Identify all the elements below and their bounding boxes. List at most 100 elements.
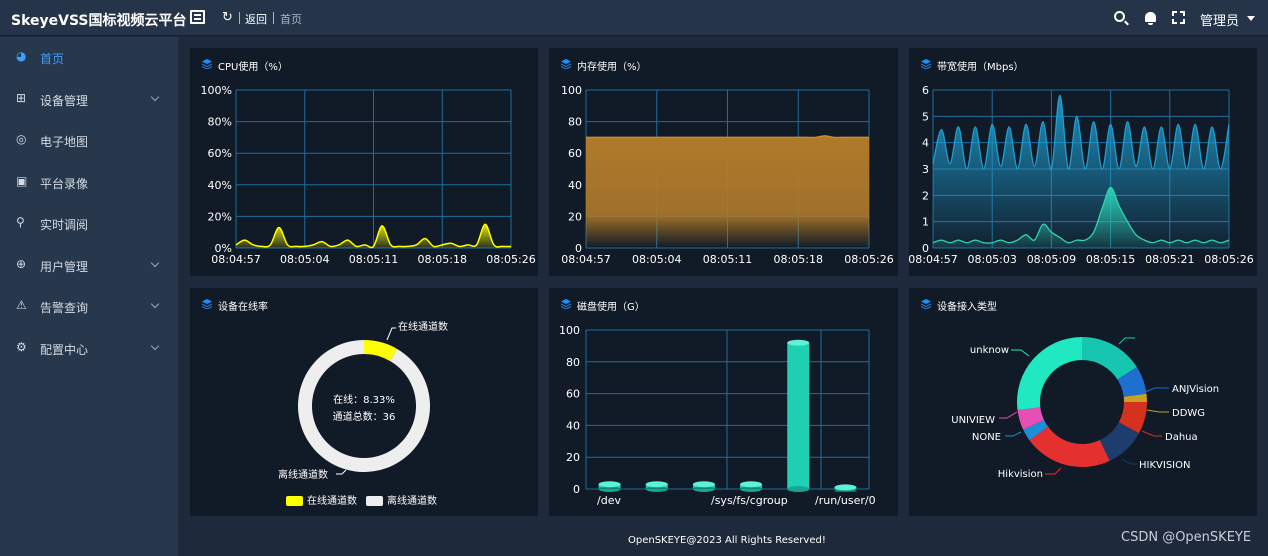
y-tick-label: 1 <box>922 216 929 229</box>
breadcrumb: 首页 <box>280 13 302 26</box>
slice-label: Hikvision <box>998 469 1043 480</box>
callout-line <box>1045 467 1062 475</box>
disk-bar-base <box>787 486 810 492</box>
device-type-slice-2 <box>1123 393 1147 402</box>
layers-icon <box>561 299 571 309</box>
disk-bar-base <box>598 486 621 492</box>
y-tick-label: 80% <box>208 116 232 129</box>
legend-label: 离线通道数 <box>387 494 437 507</box>
footer-copyright: OpenSKEYE@2023 All Rights Reserved! <box>628 535 826 546</box>
x-tick-label: 08:05:04 <box>280 253 329 266</box>
legend-swatch <box>366 496 383 506</box>
caret-down-icon[interactable] <box>1247 16 1255 21</box>
callout-line <box>1121 458 1137 465</box>
sidebar-item-6[interactable]: ⚠ 告警查询 <box>0 286 178 327</box>
x-tick-label: 08:05:04 <box>632 253 681 266</box>
y-tick-label: 60% <box>208 147 232 160</box>
y-tick-label: 40 <box>568 179 582 192</box>
y-tick-label: 20 <box>568 210 582 223</box>
slice-label: UNIVIEW <box>951 415 995 426</box>
sidebar-item-label: 首页 <box>40 52 65 66</box>
y-tick-label: 0 <box>573 483 580 496</box>
back-link[interactable]: 返回 <box>245 13 267 26</box>
panel-title: CPU使用（%） <box>218 62 288 73</box>
disk-bar-top <box>787 339 810 346</box>
slice-label: 离线通道数 <box>278 468 328 481</box>
fullscreen-icon[interactable] <box>1172 11 1185 24</box>
memory-chart: 0 20 40 60 80 100 08:04:57 08:05:04 08:05:11 08:0… <box>561 84 894 266</box>
layers-icon <box>921 299 931 309</box>
sidebar-item-label: 配置中心 <box>40 342 89 357</box>
device-type-slice-1 <box>1117 367 1147 397</box>
cpu-chart: 0% 20% 40% 60% 80% 100% 08:04:57 08:05:04 08:05:… <box>201 84 536 266</box>
menu-toggle-icon[interactable] <box>190 10 205 24</box>
sidebar-item-4[interactable]: ⚲ 实时调阅 <box>0 203 178 244</box>
layers-icon <box>921 59 931 69</box>
layers-icon <box>561 59 571 69</box>
sidebar-item-1[interactable]: ⊞ 设备管理 <box>0 79 178 120</box>
globe-icon: ⊕ <box>16 256 27 271</box>
x-tick-label: 08:05:03 <box>967 253 1016 266</box>
slice-label: ANJVision <box>1172 384 1219 395</box>
y-tick-label: 5 <box>922 110 929 123</box>
refresh-icon[interactable]: ↻ <box>222 10 233 25</box>
disk-bar <box>834 484 857 492</box>
user-menu[interactable]: 管理员 <box>1200 14 1240 29</box>
callout-line <box>1141 430 1162 437</box>
x-tick-label: 08:05:18 <box>774 253 823 266</box>
disk-bar <box>692 481 715 492</box>
legend-label: 在线通道数 <box>307 494 357 507</box>
disk-bar-body <box>787 342 810 489</box>
sidebar-item-label: 用户管理 <box>40 259 89 274</box>
brand-title: SkeyeVSS国标视频云平台 <box>11 13 187 29</box>
sidebar-item-3[interactable]: ▣ 平台录像 <box>0 162 178 203</box>
sidebar-item-5[interactable]: ⊕ 用户管理 <box>0 245 178 286</box>
device-type-slice-0 <box>1082 337 1137 380</box>
sidebar-item-label: 实时调阅 <box>40 218 89 232</box>
x-tick-label: 08:04:57 <box>211 253 260 266</box>
sidebar-item-0[interactable]: ◕ 首页 <box>0 37 178 78</box>
disk-bar-top <box>834 484 857 491</box>
panel-title: 带宽使用（Mbps） <box>937 62 1024 73</box>
disk-bar <box>598 481 621 492</box>
callout-line <box>1011 349 1030 357</box>
memory-usage-panel: 内存使用（%） 0 20 40 60 80 100 08:04:57 08:05:04 08:0… <box>549 48 898 276</box>
sidebar-item-7[interactable]: ⚙ 配置中心 <box>0 328 178 369</box>
device-type-slice-4 <box>1099 422 1139 461</box>
bandwidth-usage-panel: 带宽使用（Mbps） 0 1 2 3 4 5 6 08:04:57 08:05:03 08:05:… <box>909 48 1257 276</box>
y-tick-label: 0 <box>922 242 929 255</box>
device-type-slice-8 <box>1017 337 1082 411</box>
watermark: CSDN @OpenSKEYE <box>1121 530 1252 545</box>
y-tick-label: 20 <box>566 451 580 464</box>
legend-swatch <box>286 496 303 506</box>
y-tick-label: 4 <box>922 137 929 150</box>
divider <box>239 12 240 24</box>
disk-bar-top <box>692 481 715 488</box>
map-pin-icon: ◎ <box>16 132 27 146</box>
bell-icon[interactable] <box>1145 12 1156 25</box>
panel-title: 设备在线率 <box>218 302 268 313</box>
y-tick-label: 100 <box>561 84 582 97</box>
x-tick-label: /sys/fs/cgroup <box>711 494 788 507</box>
y-tick-label: 20% <box>208 210 232 223</box>
x-tick-label: 08:05:11 <box>703 253 752 266</box>
y-tick-label: 100% <box>201 84 232 97</box>
search-icon[interactable] <box>1114 11 1125 22</box>
slice-label: Dahua <box>1165 432 1198 443</box>
panel-title: 设备接入类型 <box>937 302 997 313</box>
sidebar-item-2[interactable]: ◎ 电子地图 <box>0 120 178 161</box>
callout-line <box>336 469 347 475</box>
y-tick-label: 3 <box>922 163 929 176</box>
slice-label: DDWG <box>1172 408 1205 419</box>
center-text: 通道总数：36 <box>333 410 396 423</box>
chevron-down-icon <box>150 258 160 267</box>
panel-title: 磁盘使用（G） <box>577 302 645 313</box>
chevron-down-icon <box>150 92 160 101</box>
device-online-panel: 设备在线率 在线通道数 离线通道数 在线：8.33% 通道总数：36 在线通道数 离线通道… <box>190 288 538 516</box>
chevron-down-icon <box>150 299 160 309</box>
layers-icon <box>202 59 212 69</box>
memory-area <box>586 135 869 248</box>
callout-line <box>999 411 1018 419</box>
dashboard-icon: ◕ <box>16 49 27 63</box>
